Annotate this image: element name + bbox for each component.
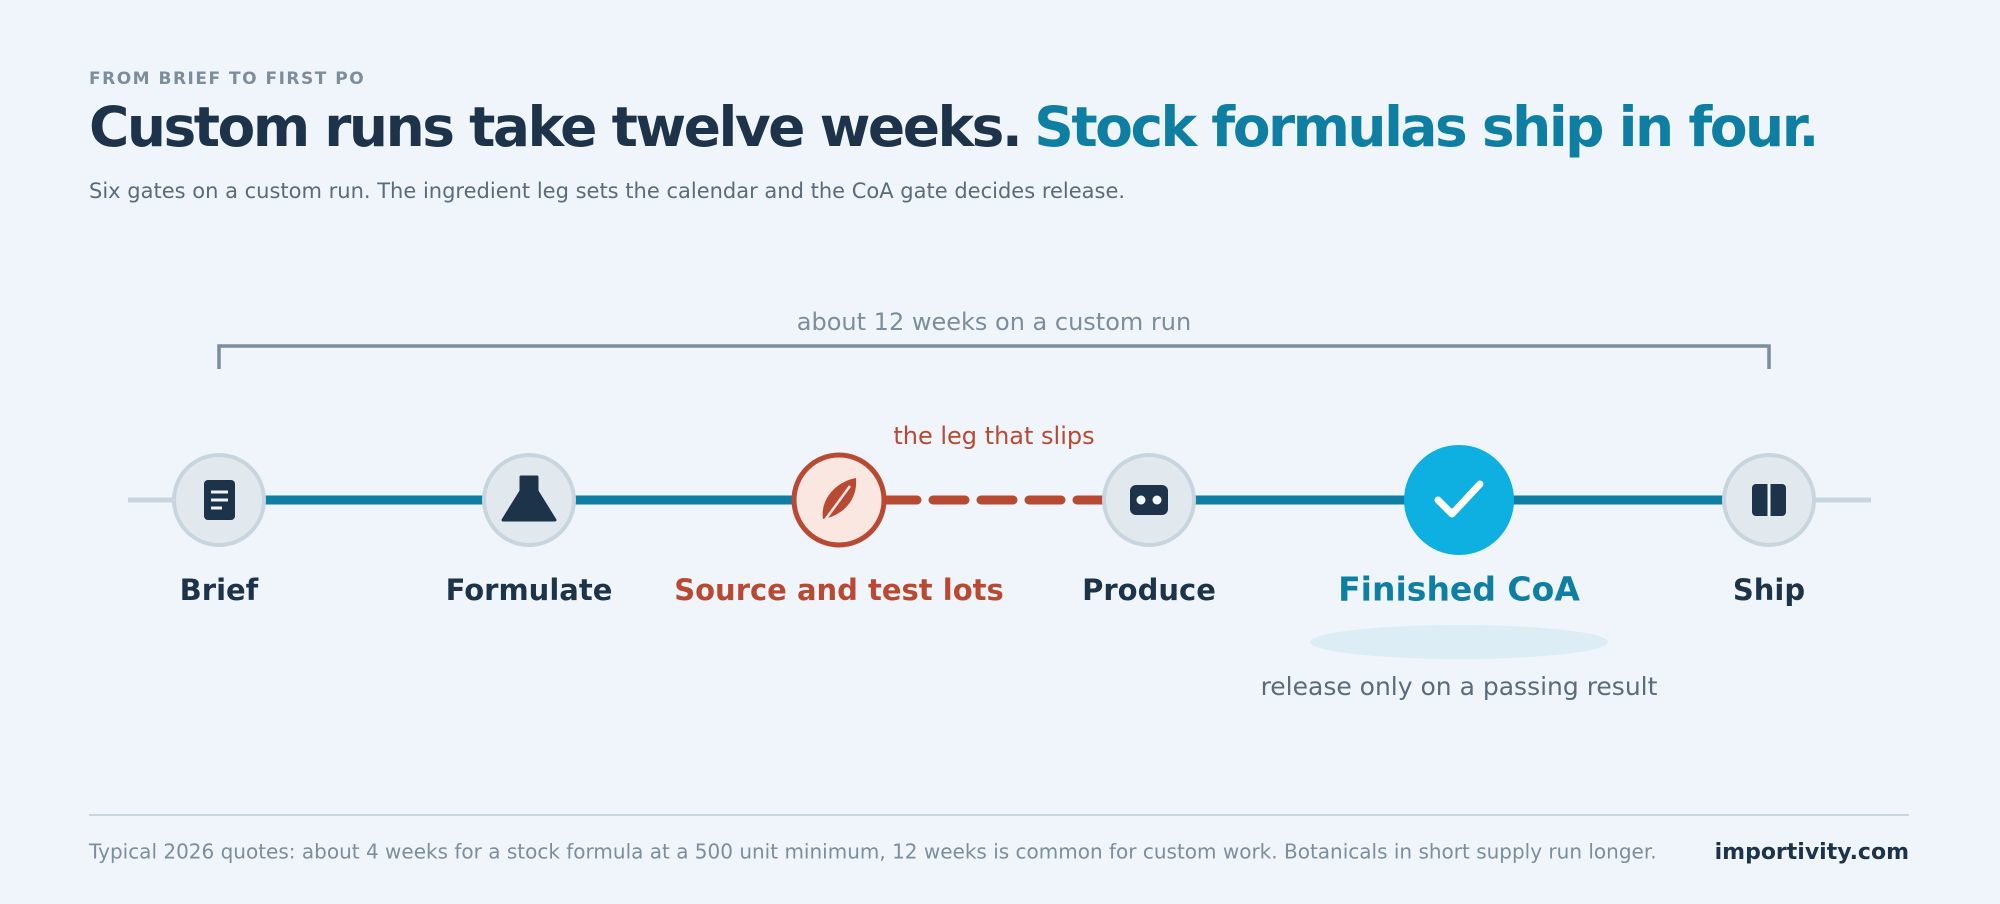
node-label: Ship — [1733, 573, 1805, 607]
icon-machine — [1130, 485, 1168, 515]
icon-flask — [501, 475, 557, 522]
eyebrow: FROM BRIEF TO FIRST PO — [89, 69, 365, 89]
node-label: Formulate — [446, 573, 613, 607]
title-accent: Stock formulas ship in four. — [1034, 95, 1817, 159]
icon-dot — [1152, 495, 1162, 505]
icon-check — [1434, 480, 1484, 518]
icon-leaf-vein — [823, 485, 852, 521]
node-label: Source and test lots — [674, 573, 1004, 607]
span-bracket — [217, 344, 1771, 369]
span-label: about 12 weeks on a custom run — [797, 308, 1191, 336]
icon-lines — [211, 490, 228, 510]
slip-label: the leg that slips — [893, 422, 1094, 450]
node-label: Finished CoA — [1338, 570, 1580, 609]
title: Custom runs take twelve weeks. Stock form… — [89, 95, 1817, 159]
node-label: Produce — [1082, 573, 1216, 607]
footer-note: Typical 2026 quotes: about 4 weeks for a… — [88, 840, 1657, 864]
gate-glow — [1310, 625, 1608, 659]
gate-note: release only on a passing result — [1261, 672, 1658, 701]
brand: importivity.com — [1715, 840, 1909, 865]
node-label: Brief — [180, 573, 259, 607]
title-lead: Custom runs take twelve weeks. — [89, 95, 1020, 159]
subtitle: Six gates on a custom run. The ingredien… — [89, 179, 1125, 203]
node-gate — [1404, 445, 1514, 555]
icon-dot — [1136, 495, 1146, 505]
